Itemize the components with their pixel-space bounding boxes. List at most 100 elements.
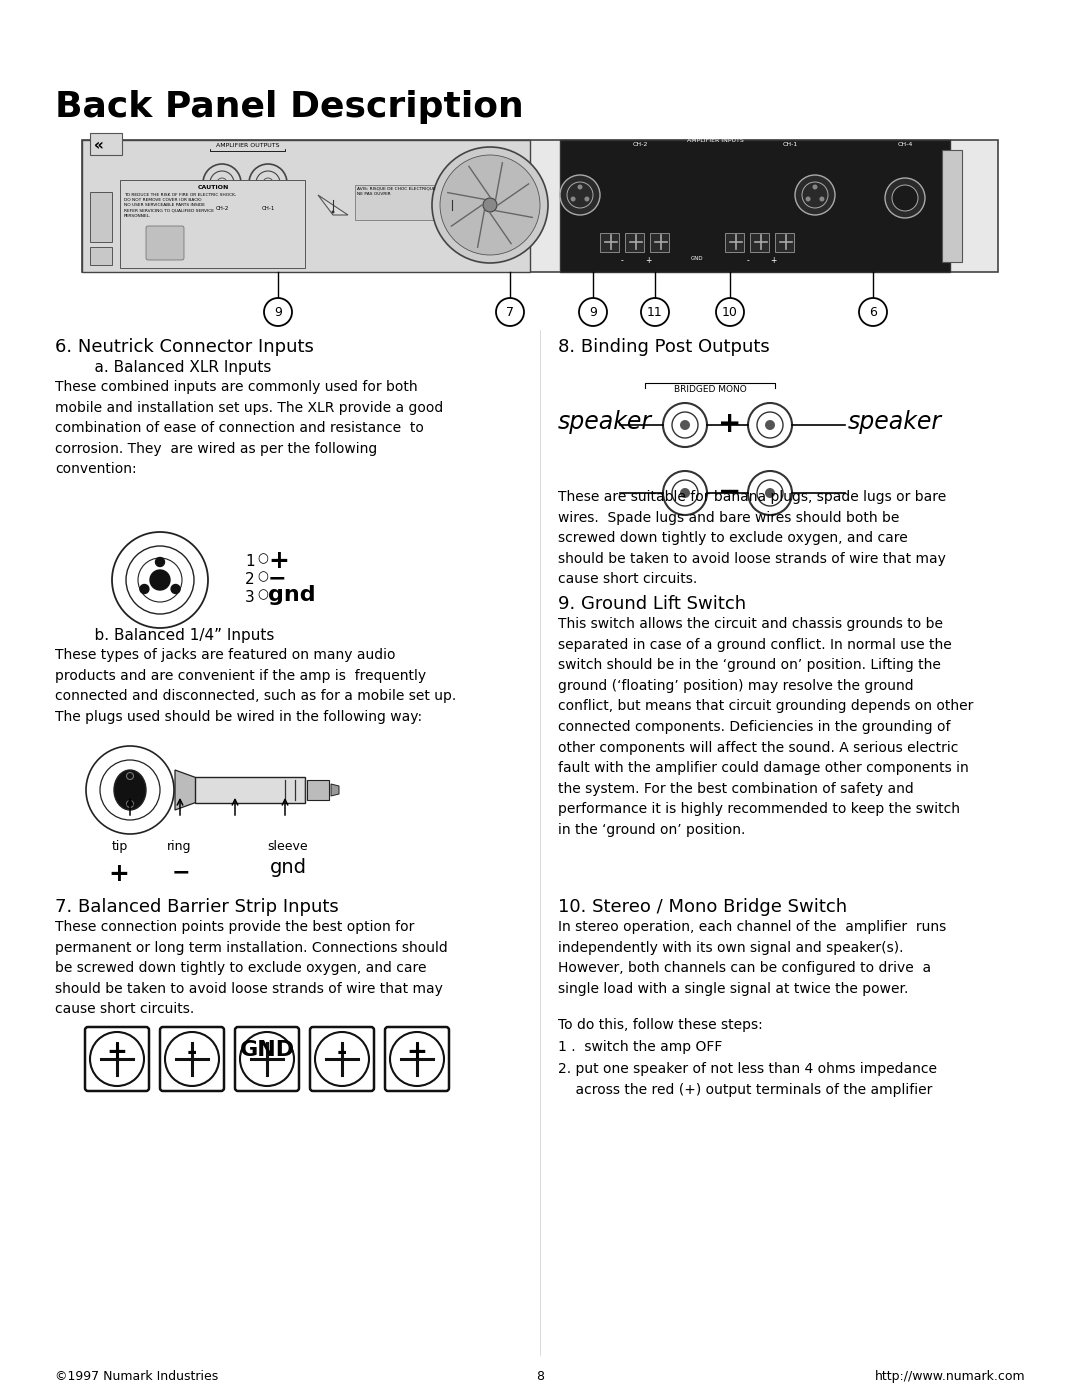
Circle shape [885, 177, 924, 218]
Text: gnd: gnd [268, 585, 315, 605]
Circle shape [561, 175, 600, 215]
Text: 6: 6 [869, 306, 877, 319]
Circle shape [716, 298, 744, 326]
Text: -: - [337, 1039, 347, 1065]
Text: −: − [268, 569, 286, 588]
Text: GND: GND [240, 1039, 295, 1060]
Text: 1 .  switch the amp OFF: 1 . switch the amp OFF [558, 1039, 723, 1053]
Circle shape [496, 298, 524, 326]
Circle shape [266, 180, 270, 186]
Circle shape [802, 182, 828, 208]
Text: tip: tip [112, 840, 129, 854]
Text: +: + [268, 549, 288, 573]
FancyBboxPatch shape [85, 1027, 149, 1091]
Text: 9: 9 [589, 306, 597, 319]
Text: ○: ○ [257, 588, 268, 601]
Text: 8: 8 [536, 1370, 544, 1383]
Text: AMPLIFIER INPUTS: AMPLIFIER INPUTS [687, 138, 743, 142]
Polygon shape [330, 784, 339, 796]
Circle shape [156, 557, 164, 567]
Polygon shape [440, 196, 464, 215]
Text: 1: 1 [245, 555, 255, 569]
Text: -: - [187, 1039, 198, 1065]
Circle shape [567, 182, 593, 208]
Text: To do this, follow these steps:: To do this, follow these steps: [558, 1018, 762, 1032]
Text: TO REDUCE THE RISK OF FIRE OR ELECTRIC SHOCK,
DO NOT REMOVE COVER (OR BACK)
NO U: TO REDUCE THE RISK OF FIRE OR ELECTRIC S… [124, 193, 237, 218]
Text: This switch allows the circuit and chassis grounds to be
separated in case of a : This switch allows the circuit and chass… [558, 617, 973, 837]
FancyBboxPatch shape [120, 180, 305, 268]
Text: 2. put one speaker of not less than 4 ohms impedance
    across the red (+) outp: 2. put one speaker of not less than 4 oh… [558, 1062, 937, 1097]
Text: a. Balanced XLR Inputs: a. Balanced XLR Inputs [75, 360, 271, 374]
Circle shape [171, 584, 180, 594]
Circle shape [892, 184, 918, 211]
FancyBboxPatch shape [90, 247, 112, 265]
FancyBboxPatch shape [146, 226, 184, 260]
Text: BRIDGED MONO: BRIDGED MONO [674, 386, 746, 394]
Text: gnd: gnd [270, 858, 307, 877]
Ellipse shape [114, 770, 146, 810]
Circle shape [150, 570, 170, 590]
FancyBboxPatch shape [725, 233, 744, 251]
FancyBboxPatch shape [355, 184, 435, 219]
Text: ○: ○ [257, 552, 268, 564]
Text: ○: ○ [257, 570, 268, 583]
Text: 10: 10 [723, 306, 738, 319]
Circle shape [332, 211, 335, 214]
Polygon shape [175, 770, 197, 810]
Text: 2: 2 [245, 571, 255, 587]
Circle shape [140, 584, 149, 594]
Text: 9: 9 [274, 306, 282, 319]
Text: «: « [94, 138, 104, 154]
Circle shape [680, 420, 690, 430]
FancyBboxPatch shape [195, 777, 305, 803]
Circle shape [859, 298, 887, 326]
Circle shape [432, 147, 548, 263]
Text: These types of jacks are featured on many audio
products and are convenient if t: These types of jacks are featured on man… [55, 648, 456, 724]
Text: These combined inputs are commonly used for both
mobile and installation set ups: These combined inputs are commonly used … [55, 380, 443, 476]
FancyBboxPatch shape [561, 140, 950, 272]
Circle shape [820, 197, 824, 201]
FancyBboxPatch shape [82, 140, 998, 272]
Text: 8. Binding Post Outputs: 8. Binding Post Outputs [558, 338, 770, 356]
FancyBboxPatch shape [942, 149, 962, 263]
Text: ring: ring [167, 840, 191, 854]
Circle shape [806, 197, 811, 201]
Text: CH-1: CH-1 [261, 205, 274, 211]
Circle shape [219, 180, 225, 186]
Circle shape [812, 184, 818, 190]
FancyBboxPatch shape [310, 1027, 374, 1091]
Polygon shape [318, 196, 348, 215]
Text: +: + [770, 256, 777, 265]
Text: +: + [406, 1039, 428, 1065]
Text: b. Balanced 1/4” Inputs: b. Balanced 1/4” Inputs [75, 629, 274, 643]
Text: http://www.numark.com: http://www.numark.com [875, 1370, 1025, 1383]
Text: AVIS: RISQUE DE CHOC ELECTRIQUE
NE PAS OUVRIR: AVIS: RISQUE DE CHOC ELECTRIQUE NE PAS O… [357, 187, 435, 196]
FancyBboxPatch shape [775, 233, 794, 251]
Text: -: - [746, 256, 750, 265]
FancyBboxPatch shape [82, 140, 530, 272]
Circle shape [579, 298, 607, 326]
Text: 9. Ground Lift Switch: 9. Ground Lift Switch [558, 595, 746, 613]
Circle shape [450, 211, 454, 214]
Text: CH-2: CH-2 [215, 205, 229, 211]
FancyBboxPatch shape [625, 233, 644, 251]
Text: speaker: speaker [848, 409, 942, 434]
Circle shape [578, 184, 582, 190]
Text: +: + [645, 256, 651, 265]
Text: CAUTION: CAUTION [198, 184, 229, 190]
Text: 6. Neutrick Connector Inputs: 6. Neutrick Connector Inputs [55, 338, 314, 356]
Text: 7. Balanced Barrier Strip Inputs: 7. Balanced Barrier Strip Inputs [55, 898, 339, 916]
Text: GND: GND [691, 256, 703, 261]
FancyBboxPatch shape [384, 1027, 449, 1091]
Text: 11: 11 [647, 306, 663, 319]
Text: sleeve: sleeve [267, 840, 308, 854]
Text: 3: 3 [245, 590, 255, 605]
Text: Back Panel Description: Back Panel Description [55, 89, 524, 124]
Text: CH-2: CH-2 [632, 142, 648, 147]
Text: −: − [718, 478, 742, 506]
Text: CH-1: CH-1 [782, 142, 798, 147]
Text: −: − [172, 862, 191, 882]
Text: CH-4: CH-4 [897, 142, 913, 147]
Text: speaker: speaker [558, 409, 652, 434]
Text: +: + [108, 862, 129, 886]
